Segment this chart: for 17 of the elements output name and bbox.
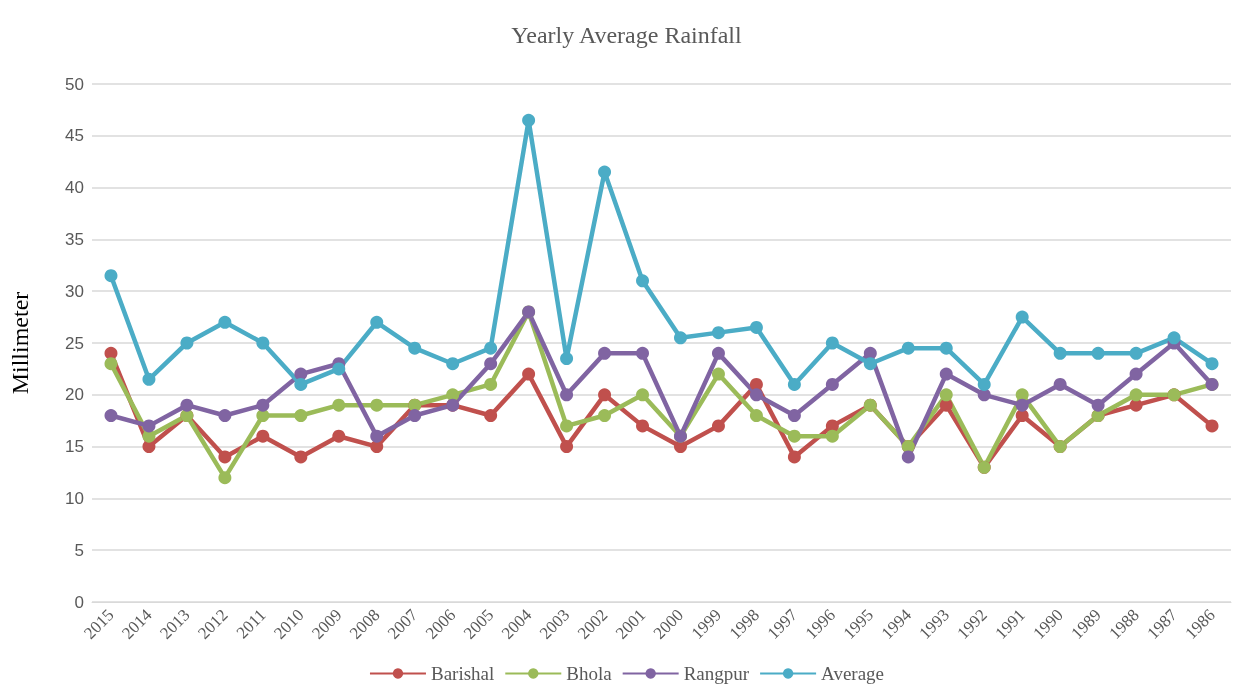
y-tick-label: 5 <box>74 540 84 560</box>
y-tick-label: 40 <box>65 178 84 198</box>
y-axis-title: Millimeter <box>7 291 33 395</box>
y-tick-label: 10 <box>65 488 84 508</box>
y-tick-label: 45 <box>65 126 84 146</box>
legend-label: Barishal <box>430 663 495 684</box>
y-tick-label: 25 <box>65 333 84 353</box>
legend-label: Average <box>821 663 885 684</box>
y-tick-label: 50 <box>65 74 84 94</box>
legend-label: Bhola <box>566 663 613 684</box>
y-tick-label: 20 <box>65 385 84 405</box>
y-tick-label: 30 <box>65 281 84 301</box>
y-tick-label: 15 <box>65 437 84 457</box>
y-tick-label: 0 <box>74 592 84 612</box>
chart-title: Yearly Average Rainfall <box>511 22 743 48</box>
y-tick-label: 35 <box>65 229 84 249</box>
legend-label: Rangpur <box>683 663 750 684</box>
